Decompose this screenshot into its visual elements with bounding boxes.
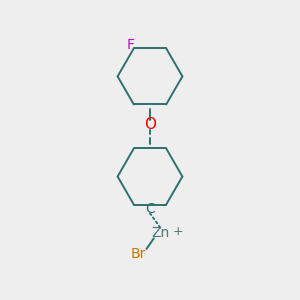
Text: F: F [127, 38, 135, 52]
Text: +: + [173, 225, 183, 238]
Text: Br: Br [130, 247, 146, 261]
Text: O: O [144, 118, 156, 133]
Text: C: C [145, 202, 155, 216]
Text: Zn: Zn [151, 226, 169, 240]
